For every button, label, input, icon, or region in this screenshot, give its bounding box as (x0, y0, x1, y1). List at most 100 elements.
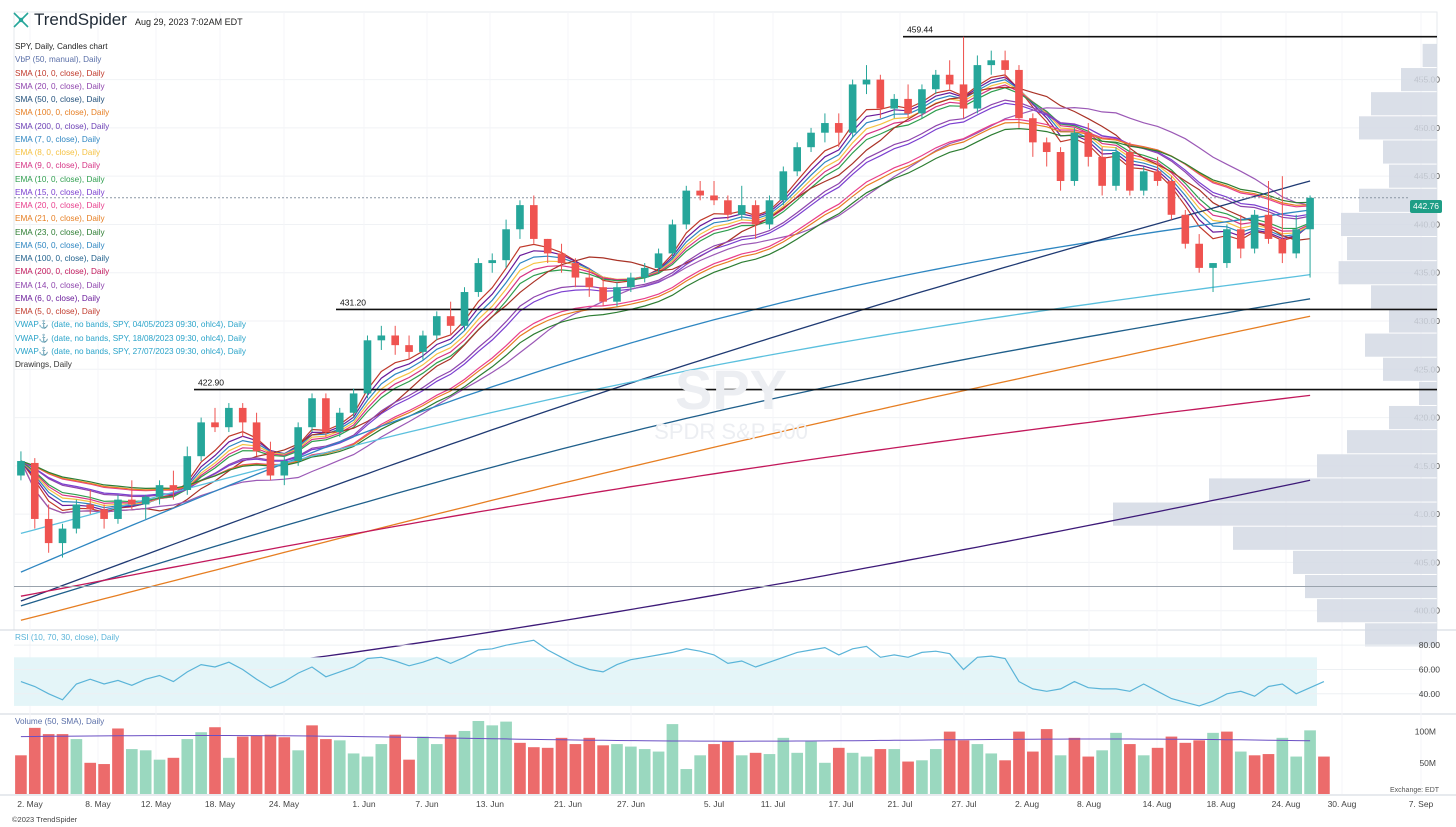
volume-bar (139, 750, 152, 794)
legend-entry[interactable]: EMA (15, 0, close), Daily (15, 187, 105, 197)
legend-entry[interactable]: Drawings, Daily (15, 360, 72, 369)
legend-entry[interactable]: SMA (200, 0, close), Daily (15, 121, 110, 131)
candle-body (821, 123, 829, 133)
time-tick-label: 27. Jun (617, 799, 645, 809)
time-tick-label: 2. May (17, 799, 43, 809)
rsi-label: RSI (10, 70, 30, close), Daily (15, 633, 120, 642)
time-tick-label: 21. Jun (554, 799, 582, 809)
legend-entry[interactable]: EMA (10, 0, close), Daily (15, 174, 105, 184)
volume-bar (153, 759, 166, 794)
volume-bar (514, 742, 526, 794)
legend-entry[interactable]: EMA (5, 0, close), Daily (15, 307, 101, 316)
volume-bar (666, 724, 679, 794)
candle-body (141, 496, 150, 505)
candle-body (793, 147, 801, 172)
volume-bar (985, 753, 998, 794)
volume-bar (1151, 747, 1164, 794)
legend-entry[interactable]: SMA (100, 0, close), Daily (15, 108, 110, 118)
moving-average-line (20, 74, 1311, 513)
candle-body (44, 518, 53, 544)
volume-bar (444, 734, 457, 794)
volume-bar (126, 749, 138, 794)
legend-entry[interactable]: EMA (50, 0, close), Daily (15, 240, 105, 250)
legend-entry[interactable]: EMA (200, 0, close), Daily (15, 267, 110, 277)
candle-body (183, 456, 192, 490)
volume-bar (763, 754, 776, 794)
candle-body (682, 190, 691, 225)
moving-average-line (20, 106, 1311, 514)
legend-entry[interactable]: VWAP⚓ (date, no bands, SPY, 18/08/2023 0… (15, 333, 246, 343)
candle-body (322, 398, 330, 433)
volume-by-price-bar (1371, 92, 1437, 116)
volume-bar (15, 755, 27, 794)
indicator-legend: SPY, Daily, Candles chart VbP (50, manua… (15, 40, 246, 371)
volume-bar (555, 737, 568, 794)
candle-body (1195, 243, 1203, 268)
volume-bar (320, 739, 332, 794)
candle-body (973, 65, 982, 109)
volume-bar (1054, 755, 1067, 794)
legend-entry[interactable]: EMA (7, 0, close), Daily (15, 134, 101, 144)
volume-bar (888, 749, 901, 794)
time-tick-label: 17. Jul (828, 799, 853, 809)
volume-bar (652, 751, 665, 794)
time-tick-label: 5. Jul (704, 799, 724, 809)
volume-bar (846, 752, 859, 794)
moving-average-line (20, 81, 1311, 507)
volume-bar (181, 739, 194, 794)
time-tick-label: 2. Aug (1015, 799, 1039, 809)
volume-by-price-bar (1293, 550, 1437, 574)
legend-entry[interactable]: EMA (21, 0, close), Daily (15, 214, 105, 224)
legend-entry[interactable]: SMA (20, 0, close), Daily (15, 81, 105, 91)
legend-entry[interactable]: VWAP⚓ (date, no bands, SPY, 27/07/2023 0… (15, 346, 246, 356)
legend-entry[interactable]: EMA (6, 0, close), Daily (15, 293, 101, 303)
candle-body (668, 224, 677, 254)
candle-body (1236, 229, 1245, 249)
volume-bar (860, 756, 873, 794)
moving-average-line (20, 84, 1311, 504)
volume-by-price-bar (1113, 502, 1437, 526)
legend-entry[interactable]: EMA (9, 0, close), Daily (15, 161, 101, 171)
volume-by-price-bar (1347, 430, 1437, 454)
volume-bar (306, 725, 318, 794)
volume-by-price-bar (1389, 164, 1437, 188)
candle-body (488, 260, 497, 264)
legend-entry[interactable]: EMA (100, 0, close), Daily (15, 254, 110, 263)
legend-entry[interactable]: SMA (10, 0, close), Daily (15, 68, 105, 78)
volume-by-price-bar (1317, 454, 1437, 478)
volume-bar (250, 735, 263, 794)
candle-body (1042, 142, 1051, 153)
legend-entry[interactable]: EMA (20, 0, close), Daily (15, 201, 105, 210)
trendspider-logo-icon (13, 12, 29, 28)
legend-entry[interactable]: VWAP⚓ (date, no bands, SPY, 04/05/2023 0… (15, 320, 246, 330)
copyright: ©2023 TrendSpider (12, 815, 78, 824)
time-tick-label: 24. Aug (1272, 799, 1301, 809)
volume-bar (957, 740, 970, 794)
volume-bar (819, 762, 831, 794)
legend-entry[interactable]: SMA (50, 0, close), Daily (15, 95, 105, 104)
candle-body (904, 98, 912, 114)
legend-entry[interactable]: VbP (50, manual), Daily (15, 55, 102, 65)
volume-by-price-bar (1422, 43, 1437, 68)
legend-entry[interactable]: EMA (23, 0, close), Daily (15, 227, 105, 237)
brand-name: TrendSpider (34, 10, 127, 29)
volume-bar (1040, 729, 1053, 794)
candle-body (1264, 214, 1273, 239)
moving-average-line (20, 127, 1311, 490)
candle-body (890, 98, 899, 109)
volume-bar (167, 757, 180, 794)
candle-body (114, 499, 122, 519)
volume-by-price-bar (1341, 212, 1437, 237)
candle-body (627, 277, 635, 288)
candle-body (765, 200, 774, 225)
rsi-tick-label: 80.00 (1419, 640, 1441, 650)
volume-by-price-bar (1365, 623, 1437, 647)
legend-entry[interactable]: EMA (14, 0, close), Daily (15, 280, 105, 290)
volume-bar (1248, 755, 1261, 794)
candle-body (807, 132, 815, 148)
time-tick-label: 8. May (85, 799, 111, 809)
volume-bar (1110, 732, 1122, 794)
volume-bar (403, 759, 415, 794)
legend-entry[interactable]: EMA (8, 0, close), Daily (15, 148, 101, 157)
